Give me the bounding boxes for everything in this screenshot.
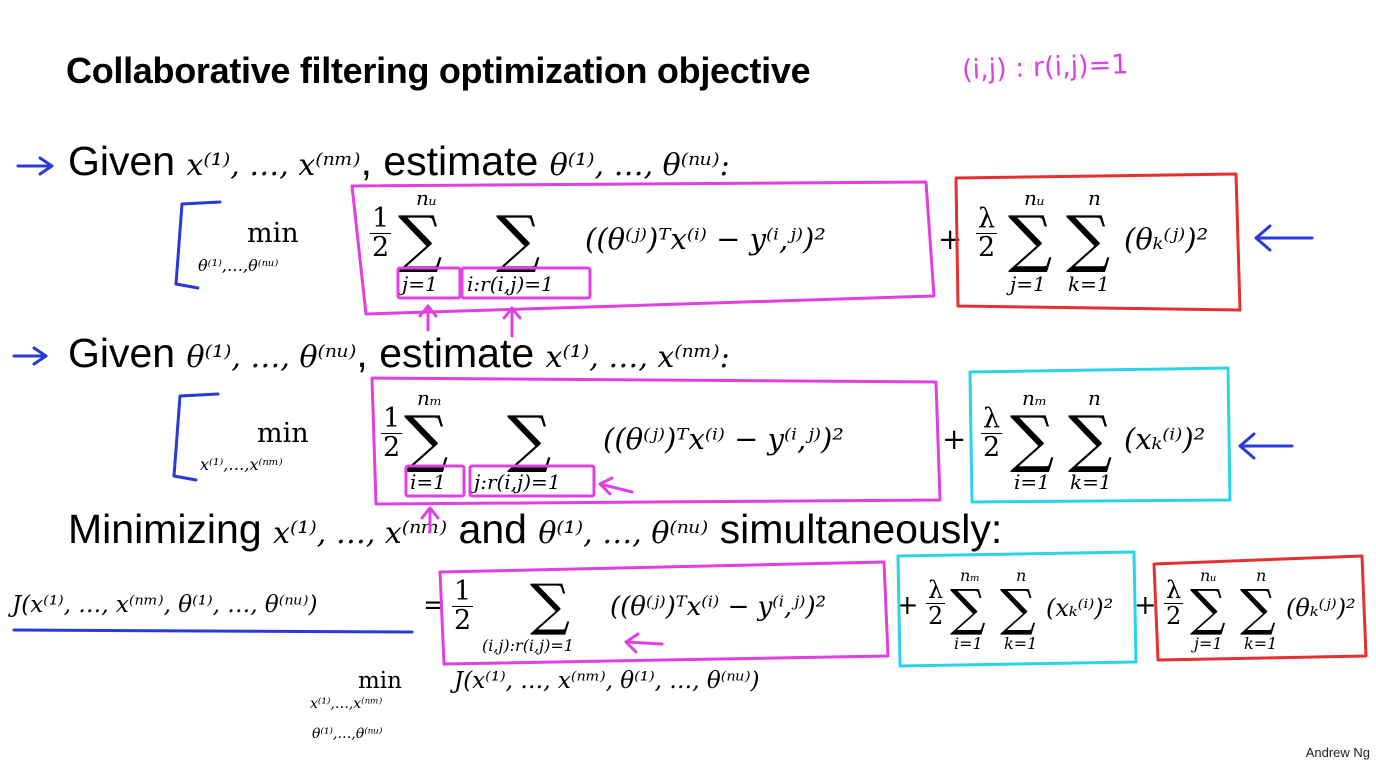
step1-reg-sum1-bottom: j=1 (1010, 272, 1046, 296)
step1-min: min (247, 218, 299, 249)
step2-estimate-vars: x⁽¹⁾, …, x⁽ⁿᵐ⁾: (545, 340, 730, 375)
step3-term: ((θ⁽ʲ⁾)ᵀx⁽ⁱ⁾ − y⁽ⁱ,ʲ⁾)² (610, 592, 827, 622)
step2-given-vars: θ⁽¹⁾, …, θ⁽ⁿᵘ⁾ (186, 340, 357, 375)
arrow-step2-icon (12, 346, 48, 366)
step1-sum2-bottom: i:r(i,j)=1 (467, 272, 554, 296)
step3-regx-sum1-sigma: ∑ (950, 579, 986, 637)
step3-regt-sum2-bottom: k=1 (1244, 634, 1278, 653)
step2-estimate-word: , estimate (356, 330, 535, 376)
step3-min-sub-line1: x⁽¹⁾,…,x⁽ⁿᵐ⁾ (310, 696, 383, 712)
step1-reg-sum2-sigma: ∑ (1066, 202, 1111, 275)
step3-regx-term: (xₖ⁽ⁱ⁾)² (1046, 594, 1114, 622)
step3-min-expr: J(x⁽¹⁾, …, x⁽ⁿᵐ⁾, θ⁽¹⁾, …, θ⁽ⁿᵘ⁾) (454, 668, 760, 694)
step2-sum1-bottom: i=1 (410, 470, 446, 494)
credit: Andrew Ng (1305, 745, 1370, 760)
step2-sum1-sigma: ∑ (404, 402, 449, 475)
step1-min-sub: θ⁽¹⁾,…,θ⁽ⁿᵘ⁾ (198, 256, 279, 275)
handwritten-note: (i,j) : r(i,j)=1 (961, 49, 1129, 86)
step2-reg-sum2-bottom: k=1 (1070, 470, 1112, 494)
bracket-step1-icon (174, 200, 222, 290)
step3-regx-sum2-bottom: k=1 (1004, 634, 1038, 653)
step2-given-word: Given (68, 330, 176, 376)
step2-reg-sum1-sigma: ∑ (1010, 402, 1055, 475)
arrow-step1-icon (16, 156, 54, 176)
step1-reg-term: (θₖ⁽ʲ⁾)² (1124, 222, 1209, 256)
step1-sum1-bottom: j=1 (402, 272, 438, 296)
step3-simultaneously-word: simultaneously: (719, 506, 1003, 552)
step3-min: min (358, 668, 402, 694)
step2-sum2-sigma: ∑ (507, 402, 552, 475)
step3-sum-sigma: ∑ (530, 573, 570, 638)
step1-sum2-sigma: ∑ (496, 202, 541, 275)
arrow-step2-jr-icon (598, 476, 634, 496)
step1-estimate-word: , estimate (360, 138, 539, 184)
step3-equals: = (423, 590, 446, 621)
step3-and-word: and (458, 506, 527, 552)
step2-reg-sum1-bottom: i=1 (1014, 470, 1050, 494)
arrow-reg2-icon (1238, 432, 1294, 460)
step1-heading: Given x⁽¹⁾, …, x⁽ⁿᵐ⁾, estimate θ⁽¹⁾, …, … (68, 138, 730, 185)
step3-regt-sum2-sigma: ∑ (1240, 579, 1276, 637)
step3-regx-sum1-bottom: i=1 (954, 634, 983, 653)
step2-min-sub: x⁽¹⁾,…,x⁽ⁿᵐ⁾ (200, 455, 283, 474)
step3-min-sub-line2: θ⁽¹⁾,…,θ⁽ⁿᵘ⁾ (312, 726, 383, 742)
step1-estimate-vars: θ⁽¹⁾, …, θ⁽ⁿᵘ⁾: (549, 148, 730, 183)
step1-plus: + (938, 222, 963, 256)
step1-term: ((θ⁽ʲ⁾)ᵀx⁽ⁱ⁾ − y⁽ⁱ,ʲ⁾)² (585, 222, 826, 256)
step3-regx-sum2-sigma: ∑ (1000, 579, 1036, 637)
step1-sum1-sigma: ∑ (398, 202, 443, 275)
step3-vars-x: x⁽¹⁾, …, x⁽ⁿᵐ⁾ (273, 516, 448, 551)
step2-min: min (257, 418, 309, 449)
step3-plus2: + (1134, 590, 1157, 621)
step1-reg-sum1-sigma: ∑ (1008, 202, 1053, 275)
step3-plus1: + (896, 590, 919, 621)
step1-reg-sum2-bottom: k=1 (1068, 272, 1110, 296)
step3-minimizing-word: Minimizing (68, 506, 262, 552)
step3-J-lhs: J(x⁽¹⁾, …, x⁽ⁿᵐ⁾, θ⁽¹⁾, …, θ⁽ⁿᵘ⁾) (12, 592, 318, 618)
step1-given-word: Given (68, 138, 176, 184)
arrow-reg1-icon (1254, 224, 1314, 252)
step3-vars-theta: θ⁽¹⁾, …, θ⁽ⁿᵘ⁾ (538, 516, 709, 551)
step3-regt-term: (θₖ⁽ʲ⁾)² (1286, 594, 1356, 622)
arrow-step1-j1-icon (418, 304, 438, 332)
step3-sum-bottom: (i,j):r(i,j)=1 (482, 636, 574, 655)
step2-heading: Given θ⁽¹⁾, …, θ⁽ⁿᵘ⁾, estimate x⁽¹⁾, …, … (68, 330, 730, 377)
arrow-step3-sum-icon (624, 632, 664, 654)
slide-title: Collaborative filtering optimization obj… (66, 50, 811, 91)
step3-regt-sum1-sigma: ∑ (1190, 579, 1226, 637)
step3-heading: Minimizing x⁽¹⁾, …, x⁽ⁿᵐ⁾ and θ⁽¹⁾, …, θ… (68, 506, 1002, 553)
step1-given-vars: x⁽¹⁾, …, x⁽ⁿᵐ⁾ (186, 148, 361, 183)
step2-term: ((θ⁽ʲ⁾)ᵀx⁽ⁱ⁾ − y⁽ⁱ,ʲ⁾)² (603, 422, 844, 456)
step2-reg-sum2-sigma: ∑ (1068, 402, 1113, 475)
underline-J-icon (12, 628, 414, 634)
step3-regt-sum1-bottom: j=1 (1194, 634, 1223, 653)
step2-reg-term: (xₖ⁽ⁱ⁾)² (1124, 422, 1206, 456)
step2-sum2-bottom: j:r(i,j)=1 (474, 470, 561, 494)
step2-plus: + (942, 422, 967, 456)
